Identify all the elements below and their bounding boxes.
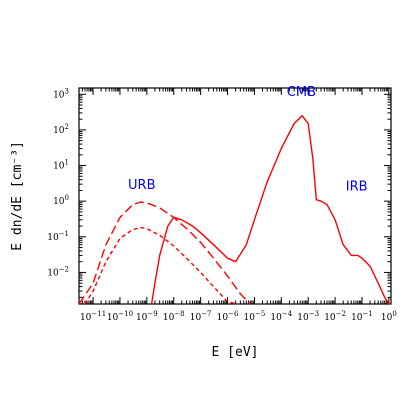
series-layer <box>78 114 390 305</box>
y-tick-label: 10−2 <box>47 265 69 278</box>
x-tick-label: 10−10 <box>107 310 133 323</box>
y-tick-label: 10−1 <box>47 230 69 243</box>
x-tick-label: 10−3 <box>297 310 319 323</box>
annotation-urb: URB <box>128 178 155 193</box>
x-tick-label: 10−1 <box>351 310 373 323</box>
series-line-short-dash <box>84 226 239 305</box>
y-tick-label: 103 <box>53 87 69 100</box>
series-line-long-dash <box>78 201 251 305</box>
x-tick-label: 10−6 <box>217 310 239 323</box>
axis-ticks <box>78 88 391 304</box>
x-tick-label: 10−11 <box>80 310 106 323</box>
series-line-solid <box>150 114 390 305</box>
x-tick-label: 10−9 <box>136 310 158 323</box>
annotations: URB CMB IRB <box>128 85 368 195</box>
x-tick-label: 10−7 <box>190 310 212 323</box>
x-tick-label: 10−4 <box>270 310 292 323</box>
x-tick-label: 10−2 <box>324 310 346 323</box>
y-tick-label: 101 <box>53 159 69 172</box>
y-tick-label: 100 <box>53 194 69 207</box>
annotation-irb: IRB <box>346 179 368 194</box>
x-axis-label: E [eV] <box>212 345 259 360</box>
x-tick-label: 10−8 <box>163 310 185 323</box>
y-axis-label: E dn/dE [cm⁻³] <box>10 141 25 251</box>
tick-labels: 10−11 10−10 10−9 10−8 10−7 10−6 10−5 10−4 10−3 10… <box>47 87 397 323</box>
x-tick-label: 10−5 <box>244 310 266 323</box>
plot-frame <box>78 87 392 305</box>
x-tick-label: 100 <box>381 310 397 323</box>
y-tick-label: 102 <box>53 123 69 136</box>
annotation-cmb: CMB <box>287 85 316 100</box>
